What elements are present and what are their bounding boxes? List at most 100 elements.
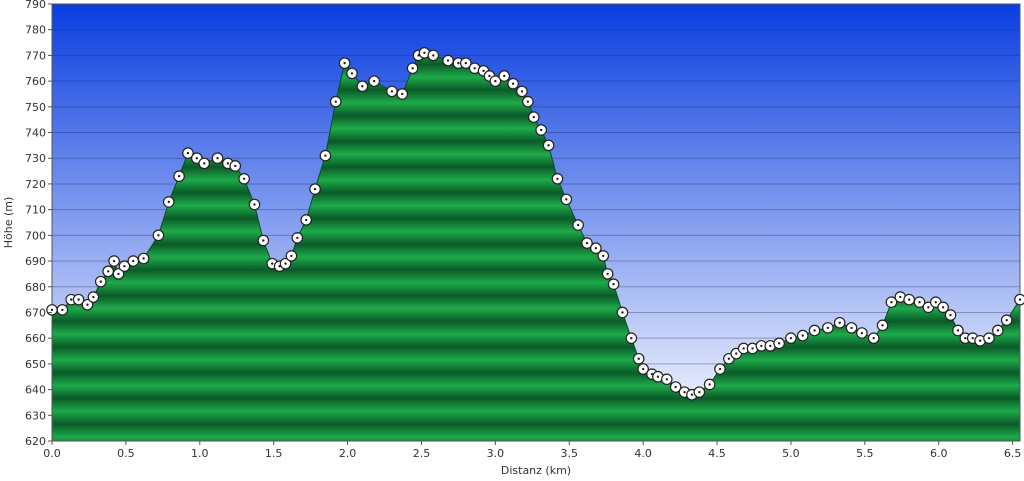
y-tick-label: 680 xyxy=(25,281,46,294)
waypoint-marker xyxy=(590,242,602,255)
waypoint-marker xyxy=(714,363,726,375)
waypoint-marker xyxy=(137,252,150,265)
waypoint-marker xyxy=(581,237,593,249)
waypoint-marker xyxy=(903,293,915,306)
waypoint-marker xyxy=(112,268,125,280)
waypoint-marker xyxy=(396,88,409,100)
waypoint-marker xyxy=(876,319,889,332)
waypoint-marker xyxy=(952,324,964,337)
waypoint-marker xyxy=(632,352,645,365)
waypoint-marker xyxy=(72,293,85,306)
x-tick-label: 5.5 xyxy=(856,447,874,460)
x-tick-label: 4.5 xyxy=(708,447,726,460)
waypoint-marker xyxy=(94,275,107,288)
y-tick-label: 700 xyxy=(25,229,46,242)
waypoint-marker xyxy=(833,316,846,329)
waypoint-marker xyxy=(856,327,868,339)
waypoint-marker xyxy=(127,255,140,267)
x-tick-label: 0.5 xyxy=(117,447,135,460)
x-tick-label: 6.5 xyxy=(1004,447,1022,460)
x-tick-label: 5.0 xyxy=(782,447,800,460)
waypoint-marker xyxy=(773,337,785,350)
waypoint-marker xyxy=(338,57,351,69)
waypoint-marker xyxy=(81,298,94,311)
y-tick-label: 630 xyxy=(25,409,46,422)
y-axis-title: Höhe (m) xyxy=(2,197,15,249)
waypoint-marker xyxy=(248,198,261,211)
x-tick-label: 2.5 xyxy=(413,447,431,460)
waypoint-marker xyxy=(992,324,1004,337)
waypoint-marker xyxy=(162,196,175,208)
waypoint-marker xyxy=(368,75,380,87)
waypoint-marker xyxy=(560,193,573,206)
x-tick-label: 0.0 xyxy=(43,447,61,460)
waypoint-marker xyxy=(937,301,949,314)
waypoint-marker xyxy=(460,57,472,69)
x-tick-label: 6.0 xyxy=(930,447,948,460)
waypoint-marker xyxy=(46,304,58,316)
y-tick-label: 790 xyxy=(25,0,46,11)
waypoint-marker xyxy=(329,95,342,108)
waypoint-marker xyxy=(845,322,858,334)
x-tick-label: 2.0 xyxy=(339,447,357,460)
waypoint-marker xyxy=(346,67,358,80)
waypoint-marker xyxy=(291,232,304,244)
waypoint-marker xyxy=(693,386,706,398)
waypoint-marker xyxy=(386,85,398,98)
waypoint-marker xyxy=(427,49,440,62)
waypoint-marker xyxy=(211,152,224,165)
waypoint-marker xyxy=(173,170,185,183)
x-tick-label: 3.0 xyxy=(487,447,505,460)
plot-frame xyxy=(51,3,1021,442)
waypoint-marker xyxy=(489,75,502,87)
waypoint-marker xyxy=(867,332,880,344)
y-tick-label: 740 xyxy=(25,127,46,140)
y-tick-label: 690 xyxy=(25,255,46,268)
waypoint-marker xyxy=(319,149,332,162)
waypoint-marker xyxy=(300,214,312,226)
waypoint-marker xyxy=(1000,314,1013,326)
y-tick-label: 780 xyxy=(25,24,46,37)
y-tick-label: 750 xyxy=(25,101,46,114)
y-tick-label: 710 xyxy=(25,204,46,217)
waypoint-marker xyxy=(238,173,250,185)
waypoint-marker xyxy=(983,332,995,344)
waypoint-marker xyxy=(597,250,610,262)
waypoint-marker xyxy=(442,54,454,67)
x-tick-label: 1.0 xyxy=(191,447,209,460)
y-tick-label: 640 xyxy=(25,384,46,397)
waypoint-marker xyxy=(1014,293,1024,306)
waypoint-marker xyxy=(808,324,821,337)
waypoint-marker xyxy=(652,370,664,383)
waypoint-marker xyxy=(406,62,419,75)
y-axis-ticks: 620 630 640 650 660 670 680 690 700 710 720 730 740 7… xyxy=(25,0,52,448)
x-tick-label: 3.5 xyxy=(561,447,579,460)
waypoint-marker xyxy=(625,332,638,344)
waypoint-marker xyxy=(87,291,100,303)
waypoint-marker xyxy=(822,322,834,334)
waypoint-marker xyxy=(616,306,629,319)
y-tick-label: 670 xyxy=(25,306,46,319)
x-axis-ticks: 0.0 0.5 1.0 1.5 2.0 2.5 3.0 3.5 4.0 4.5 5.0 5.5 6.0 6… xyxy=(43,441,1021,460)
waypoint-marker xyxy=(522,95,534,108)
waypoint-marker xyxy=(535,124,547,136)
waypoint-marker xyxy=(257,234,270,247)
waypoint-marker xyxy=(118,260,131,272)
waypoint-marker xyxy=(572,219,584,231)
y-tick-label: 730 xyxy=(25,152,46,165)
waypoint-marker xyxy=(182,147,194,159)
waypoint-markers xyxy=(46,47,1024,401)
waypoint-marker xyxy=(516,85,528,98)
y-tick-label: 660 xyxy=(25,332,46,345)
y-tick-label: 620 xyxy=(25,435,46,448)
waypoint-marker xyxy=(229,160,242,172)
waypoint-marker xyxy=(551,173,564,185)
waypoint-marker xyxy=(785,332,797,344)
waypoint-marker xyxy=(796,329,809,342)
waypoint-marker xyxy=(601,268,614,280)
waypoint-marker xyxy=(102,265,114,278)
waypoint-marker xyxy=(279,257,292,270)
waypoint-marker xyxy=(542,139,555,152)
y-tick-label: 720 xyxy=(25,178,46,191)
waypoint-marker xyxy=(418,47,431,59)
